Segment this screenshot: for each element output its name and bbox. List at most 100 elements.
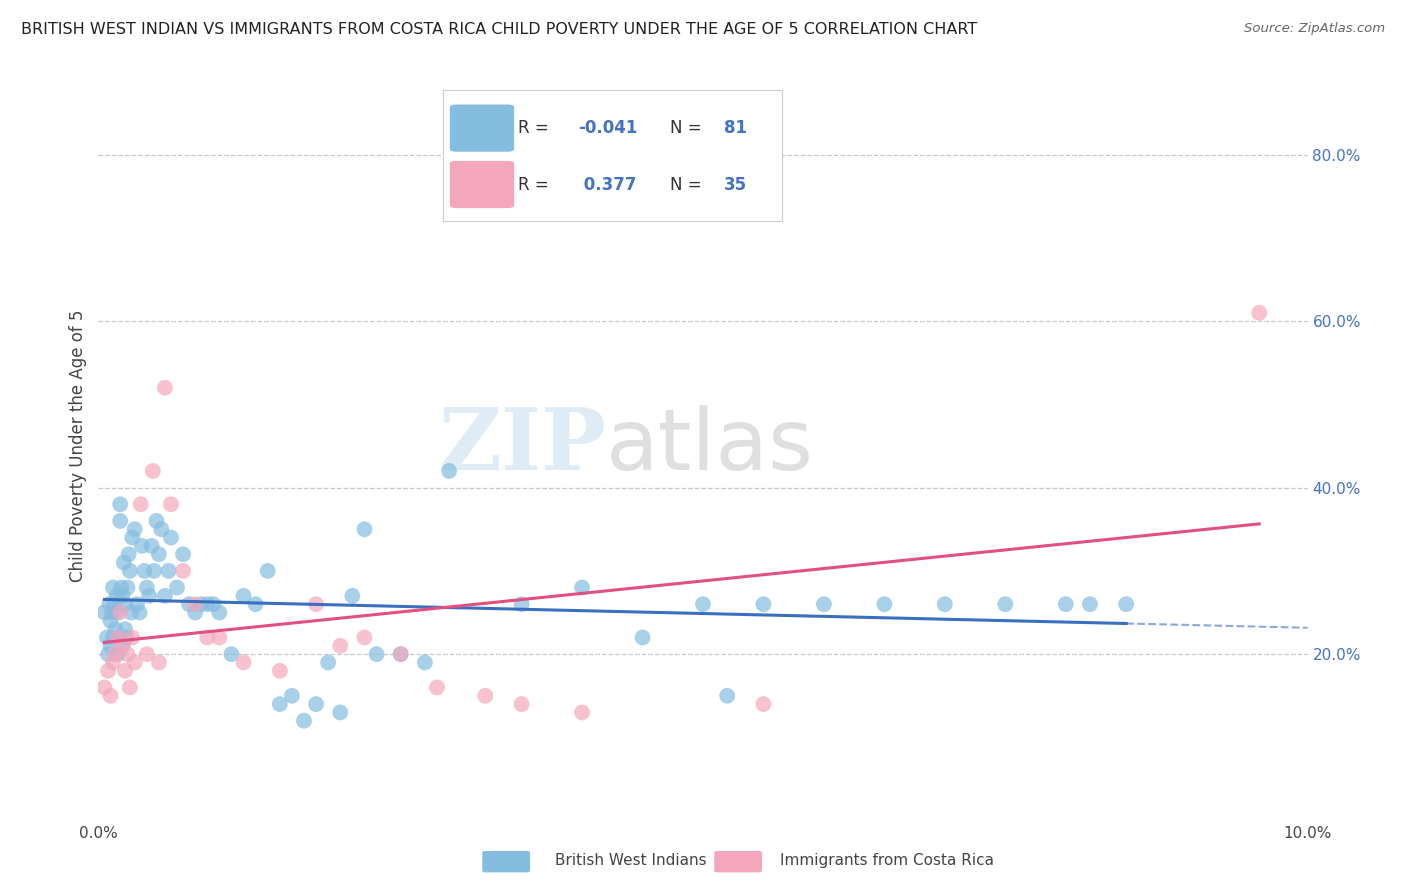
Point <box>145 514 167 528</box>
Point <box>118 547 141 561</box>
Point <box>166 581 188 595</box>
Point <box>98 597 121 611</box>
Point <box>305 697 328 711</box>
Point <box>110 581 132 595</box>
Point <box>366 647 388 661</box>
Point <box>221 647 243 661</box>
Point <box>150 522 173 536</box>
Point <box>118 564 141 578</box>
Point <box>353 522 375 536</box>
Point <box>437 464 460 478</box>
Point <box>104 647 127 661</box>
Point <box>100 606 122 620</box>
Point <box>329 706 352 720</box>
Point <box>934 597 956 611</box>
Point <box>138 589 160 603</box>
Point <box>105 606 128 620</box>
Point <box>121 531 143 545</box>
Point <box>148 547 170 561</box>
Point <box>631 631 654 645</box>
Point <box>108 606 131 620</box>
Point <box>571 581 593 595</box>
Point <box>190 597 212 611</box>
Point <box>157 564 180 578</box>
Point <box>100 689 122 703</box>
Point <box>124 522 146 536</box>
Point <box>389 647 412 661</box>
Point <box>128 606 150 620</box>
Point <box>179 597 201 611</box>
Point <box>124 656 146 670</box>
Point <box>103 597 125 611</box>
Point <box>141 539 163 553</box>
Point <box>184 606 207 620</box>
Point <box>127 597 149 611</box>
Point <box>100 639 122 653</box>
Point <box>101 631 124 645</box>
Point <box>97 664 120 678</box>
Point <box>389 647 412 661</box>
Point <box>120 606 142 620</box>
Point <box>134 564 156 578</box>
Point <box>510 597 533 611</box>
Point <box>114 597 136 611</box>
Point <box>107 631 129 645</box>
Point <box>269 664 291 678</box>
Point <box>153 589 176 603</box>
Point <box>474 689 496 703</box>
Point <box>172 547 194 561</box>
Point <box>101 581 124 595</box>
Point <box>195 597 218 611</box>
Point <box>131 539 153 553</box>
Point <box>143 564 166 578</box>
Y-axis label: Child Poverty Under the Age of 5: Child Poverty Under the Age of 5 <box>69 310 87 582</box>
Point <box>208 631 231 645</box>
Point <box>1115 597 1137 611</box>
Point <box>232 656 254 670</box>
Point <box>329 639 352 653</box>
Point <box>752 597 775 611</box>
Point <box>692 597 714 611</box>
Point <box>269 697 291 711</box>
Point <box>101 656 124 670</box>
Point <box>208 606 231 620</box>
Point <box>571 706 593 720</box>
Point <box>114 664 136 678</box>
Point <box>111 639 134 653</box>
Point <box>117 581 139 595</box>
Point <box>281 689 304 703</box>
Point <box>353 631 375 645</box>
Point <box>100 614 122 628</box>
Point <box>813 597 835 611</box>
Point <box>202 597 225 611</box>
Point <box>1249 306 1271 320</box>
Text: Immigrants from Costa Rica: Immigrants from Costa Rica <box>780 854 994 868</box>
Point <box>135 581 157 595</box>
Point <box>111 639 134 653</box>
Point <box>104 622 127 636</box>
Point <box>316 656 339 670</box>
Point <box>129 497 152 511</box>
Point <box>115 631 138 645</box>
Point <box>245 597 267 611</box>
Point <box>93 681 115 695</box>
Point <box>305 597 328 611</box>
Point <box>160 497 183 511</box>
Point <box>93 606 115 620</box>
Point <box>510 697 533 711</box>
Point <box>142 464 165 478</box>
Point <box>184 597 207 611</box>
Point <box>111 589 134 603</box>
Point <box>1054 597 1077 611</box>
Point <box>153 381 176 395</box>
Point <box>873 597 896 611</box>
Point <box>96 631 118 645</box>
Point <box>1078 597 1101 611</box>
Point <box>413 656 436 670</box>
Point <box>108 514 131 528</box>
Point <box>148 656 170 670</box>
Point <box>342 589 364 603</box>
Point <box>256 564 278 578</box>
Point <box>160 531 183 545</box>
Point <box>426 681 449 695</box>
